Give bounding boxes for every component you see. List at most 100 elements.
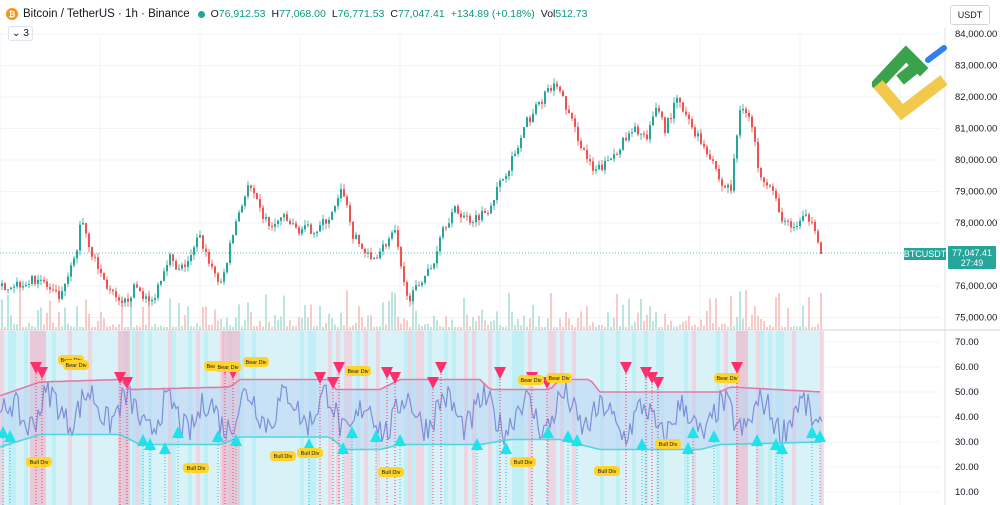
volume-bar <box>544 326 546 330</box>
price-tick-label: 78,000.00 <box>955 218 997 229</box>
volume-bar <box>445 316 447 330</box>
candle-body <box>289 220 291 225</box>
volume-bar <box>364 326 366 330</box>
candle-body <box>577 126 579 141</box>
bull-marker <box>303 438 315 450</box>
bull-marker <box>4 430 16 442</box>
volume-bar <box>346 290 348 330</box>
bear-div-label: Bear Div <box>243 357 269 367</box>
bull-marker <box>542 426 554 438</box>
bull-div-label-text: Bull Div <box>274 454 293 460</box>
volume-bar <box>331 318 333 330</box>
volume-bar <box>574 326 576 330</box>
candle-body <box>127 298 129 302</box>
bear-marker <box>435 362 447 374</box>
candle-body <box>373 257 375 259</box>
bull-div-label: Bull Div <box>183 463 209 473</box>
candle-body <box>46 281 48 288</box>
volume-bar <box>514 325 516 330</box>
indicators-toggle[interactable]: ⌄ 3 <box>8 26 33 41</box>
volume-bar <box>559 318 561 330</box>
volume-bar <box>778 292 780 330</box>
candle-body <box>163 271 165 281</box>
currency-selector-button[interactable]: USDT <box>950 5 990 25</box>
volume-bar <box>52 322 54 330</box>
candle-body <box>133 284 135 298</box>
volume-bar <box>226 317 228 330</box>
candle-body <box>475 215 477 223</box>
volume-bar <box>481 309 483 330</box>
candle-body <box>613 154 615 159</box>
candle-body <box>796 226 798 228</box>
volume-bar <box>751 314 753 330</box>
close-key: C <box>390 8 398 20</box>
volume-bar <box>115 326 117 330</box>
rsi-divergence-oscillator <box>0 378 823 451</box>
candle-body <box>427 268 429 276</box>
volume-bar <box>217 320 219 330</box>
bull-div-label: Bull Div <box>297 448 323 458</box>
price-tick-label: 83,000.00 <box>955 61 997 72</box>
bull-div-label-box <box>378 467 404 477</box>
candle-body <box>208 251 210 264</box>
candle-body <box>772 186 774 191</box>
candle-body <box>781 212 783 222</box>
volume-bar <box>73 326 75 330</box>
volume-bar <box>142 306 144 330</box>
bull-marker <box>471 438 483 450</box>
divergence-labels: Bear Div Bear Div Bear Div Bear Div Bear Div… <box>26 355 740 477</box>
candle-body <box>217 273 219 282</box>
volume-bar <box>25 326 27 330</box>
volume-bar <box>652 321 654 330</box>
candle-body <box>202 235 204 249</box>
candle-body <box>181 264 183 269</box>
candle-body <box>679 97 681 103</box>
volume-bar <box>286 326 288 330</box>
candle-body <box>253 188 255 194</box>
bull-div-label: Bull Div <box>594 466 620 476</box>
candle-body <box>61 291 63 299</box>
volume-bar <box>409 326 411 330</box>
volume-bar <box>772 326 774 330</box>
volume-bar <box>718 326 720 330</box>
volume-bar <box>493 320 495 330</box>
volume-bar <box>379 326 381 330</box>
price-tick-label: 75,000.00 <box>955 313 997 324</box>
candle-body <box>655 108 657 117</box>
candle-body <box>304 225 306 230</box>
candle-body <box>229 243 231 263</box>
symbol-legend[interactable]: ₿ Bitcoin / TetherUS · 1h · Binance O 76,… <box>6 8 594 20</box>
candle-body <box>205 248 207 252</box>
volume-bar <box>4 326 6 330</box>
candle-body <box>652 116 654 126</box>
volume-bar <box>85 299 87 330</box>
volume-bar <box>250 311 252 330</box>
volume-bar <box>214 309 216 330</box>
candle-body <box>523 127 525 138</box>
volume-bar <box>67 323 69 330</box>
volume-bar <box>403 318 405 330</box>
volume-bar <box>703 325 705 330</box>
candle-body <box>628 133 630 141</box>
volume-bar <box>676 326 678 330</box>
candle-body <box>664 117 666 134</box>
chevron-down-icon: ⌄ <box>12 28 21 39</box>
candle-body <box>604 160 606 171</box>
volume-bar <box>667 324 669 330</box>
candle-body <box>187 261 189 267</box>
symbol-title[interactable]: Bitcoin / TetherUS · 1h · Binance <box>23 8 190 20</box>
bear-div-label: Bear Div <box>714 373 740 383</box>
volume-bar <box>763 321 765 330</box>
candle-body <box>619 149 621 155</box>
bear-marker <box>640 367 652 379</box>
candle-body <box>559 86 561 92</box>
candle-body <box>424 275 426 283</box>
volume-bar <box>208 324 210 330</box>
candle-body <box>454 205 456 213</box>
volume-bar <box>628 298 630 330</box>
volume-bar <box>259 320 261 330</box>
candle-body <box>355 234 357 239</box>
volume-bar <box>223 326 225 330</box>
candle-body <box>754 127 756 142</box>
